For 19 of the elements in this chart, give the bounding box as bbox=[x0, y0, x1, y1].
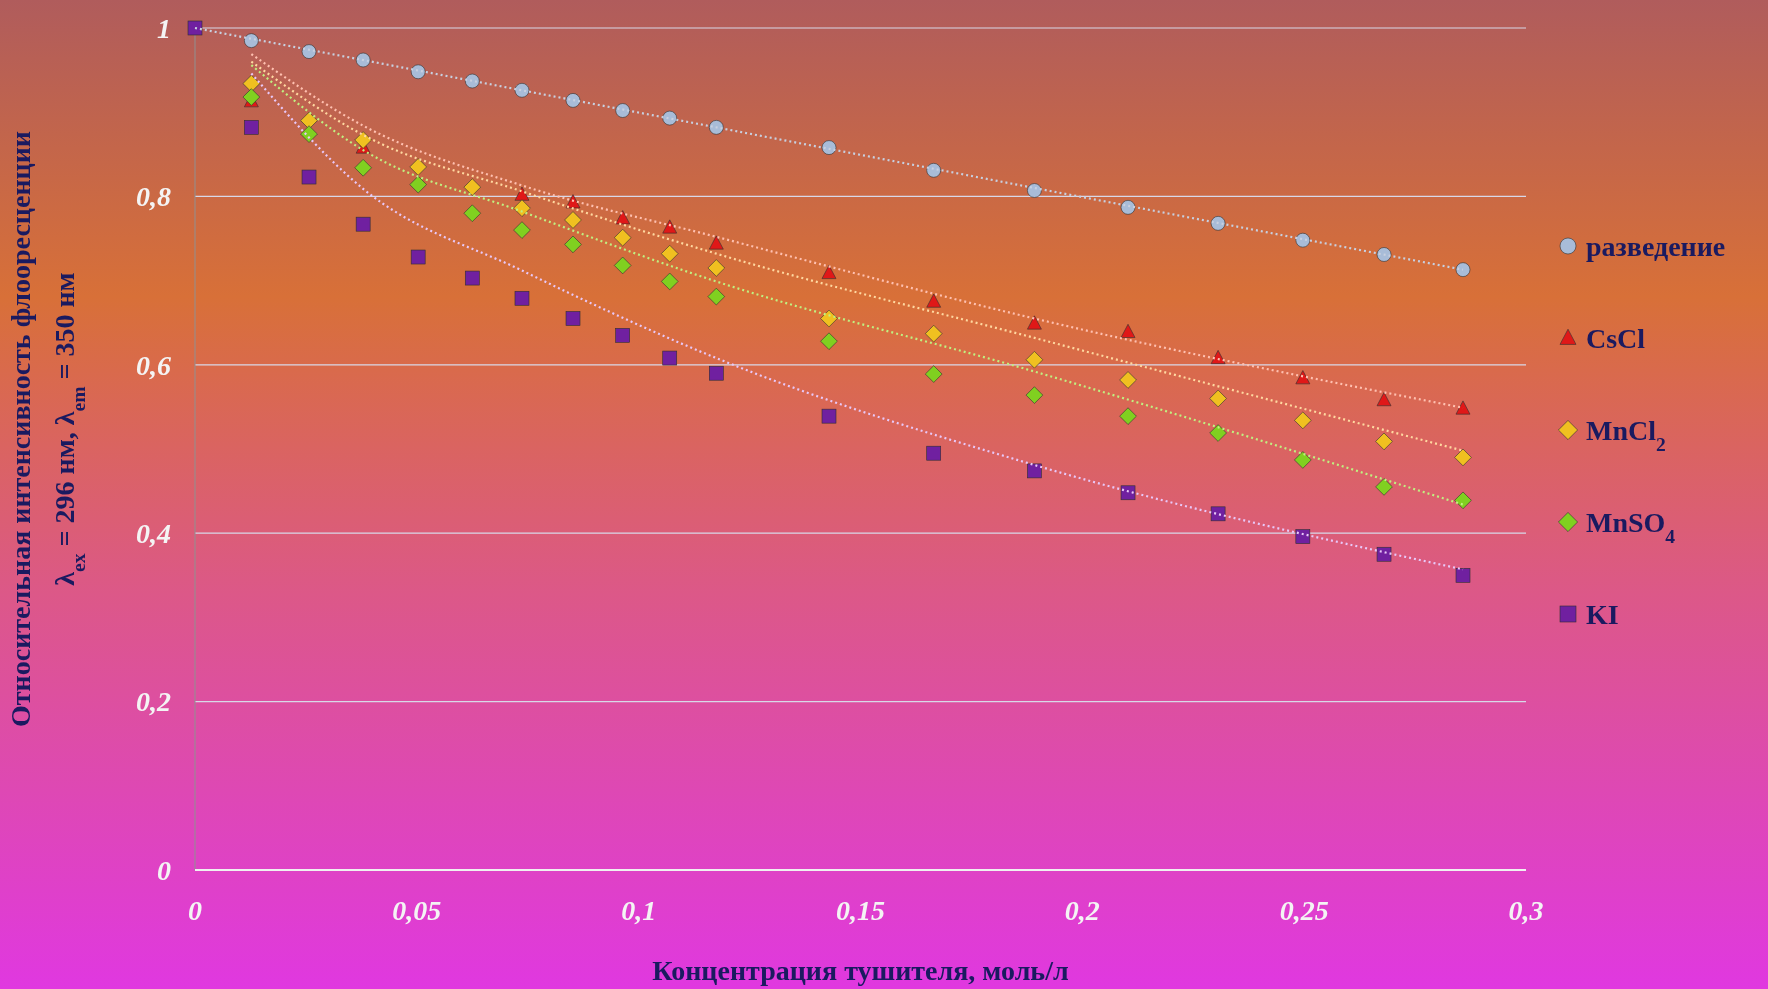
legend-label: CsCl bbox=[1586, 322, 1646, 354]
y-tick-label: 0,4 bbox=[136, 518, 171, 549]
legend-label: MnCl$_{2}$ bbox=[1586, 414, 1666, 455]
x-tick-label: 0,2 bbox=[1064, 895, 1100, 926]
x-tick-label: 0,1 bbox=[621, 895, 657, 926]
x-tick-label: 0 bbox=[188, 895, 202, 926]
x-tick-label: 0,25 bbox=[1279, 895, 1329, 926]
x-axis-title: Концентрация тушителя, моль/л bbox=[652, 955, 1069, 986]
y-tick-label: 1 bbox=[157, 12, 171, 44]
legend-label: MnSO$_{4}$ bbox=[1586, 506, 1676, 547]
x-tick-label: 0,05 bbox=[392, 895, 442, 926]
y-tick-label: 0,8 bbox=[136, 181, 171, 213]
y-tick-label: 0 bbox=[157, 854, 171, 886]
x-tick-label: 0,15 bbox=[836, 895, 885, 926]
y-tick-label: 0,6 bbox=[136, 349, 171, 381]
y-tick-label: 0,2 bbox=[136, 686, 171, 718]
legend-label: разведение bbox=[1586, 230, 1726, 262]
x-tick-label: 0,3 bbox=[1508, 895, 1544, 926]
legend-label: KI bbox=[1586, 598, 1619, 630]
